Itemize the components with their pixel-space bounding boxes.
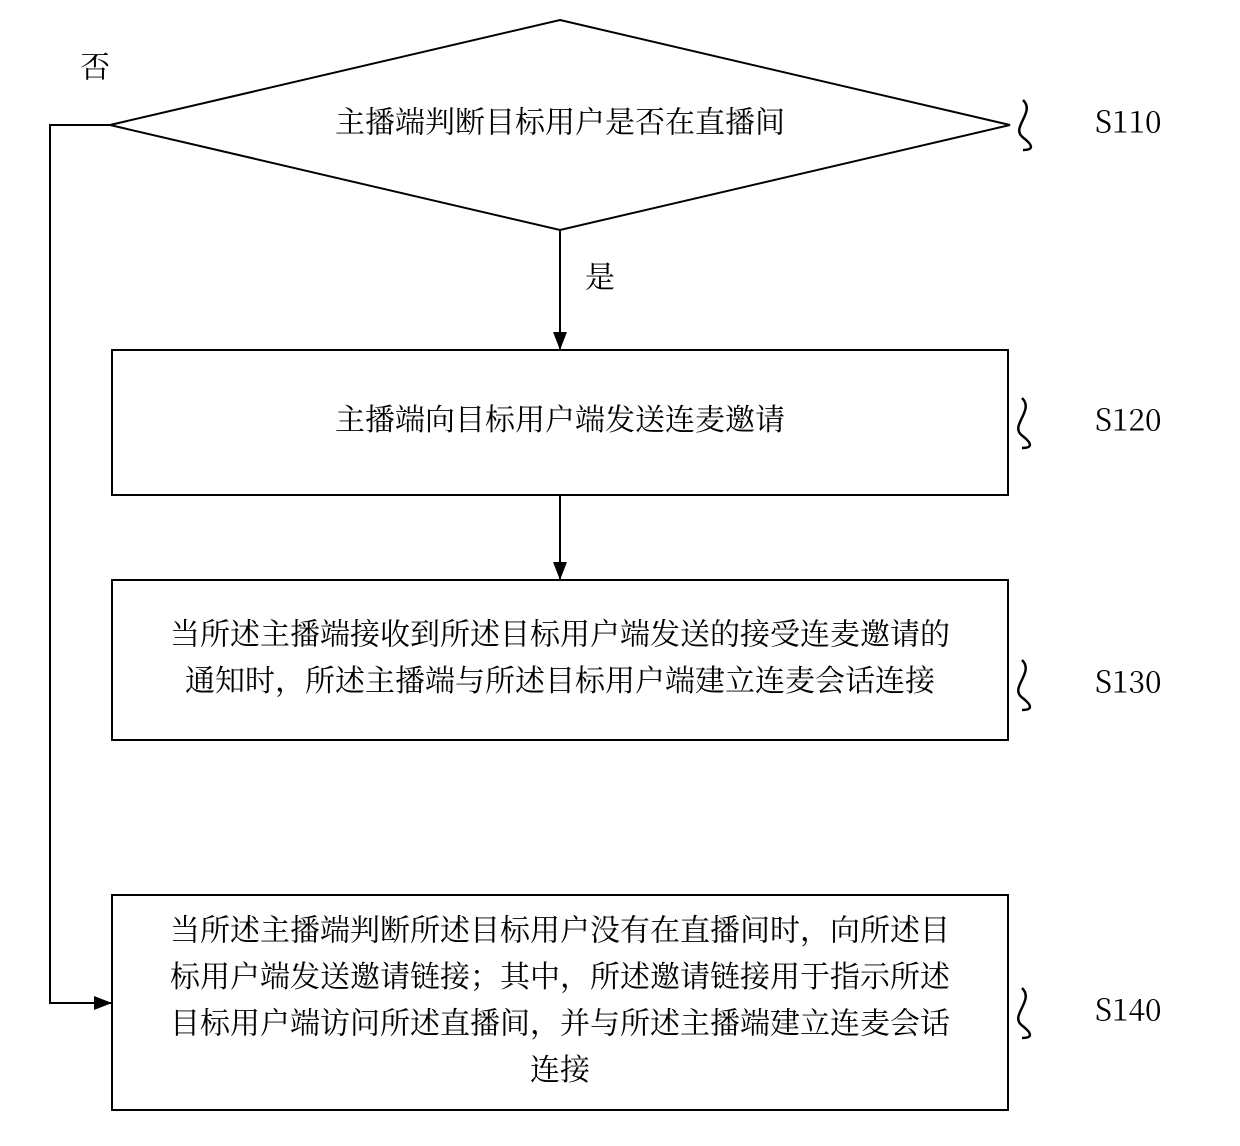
step3-line-1: 通知时，所述主播端与所述目标用户端建立连麦会话连接 [185, 656, 936, 700]
decision-step-label: S110 [1095, 98, 1162, 142]
step4-line-0: 当所述主播端判断所述目标用户没有在直播间时，向所述目 [170, 905, 950, 949]
edge-2-label: 否 [80, 43, 110, 87]
step4-step-label: S140 [1095, 986, 1162, 1030]
step2: 主播端向目标用户端发送连麦邀请 [112, 350, 1008, 495]
step4-line-3: 连接 [530, 1045, 591, 1089]
step2-step-label: S120 [1095, 396, 1162, 440]
step3-step-label: S130 [1095, 658, 1162, 702]
step2-line-0: 主播端向目标用户端发送连麦邀请 [335, 395, 785, 439]
step4: 当所述主播端判断所述目标用户没有在直播间时，向所述目标用户端发送邀请链接；其中，… [112, 895, 1008, 1110]
step3-line-0: 当所述主播端接收到所述目标用户端发送的接受连麦邀请的 [170, 609, 950, 653]
edge-2 [50, 125, 112, 1003]
decision: 主播端判断目标用户是否在直播间 [110, 20, 1010, 230]
step3: 当所述主播端接收到所述目标用户端发送的接受连麦邀请的通知时，所述主播端与所述目标… [112, 580, 1008, 740]
decision-text: 主播端判断目标用户是否在直播间 [335, 98, 785, 142]
edge-0-label: 是 [585, 253, 615, 297]
step4-line-2: 目标用户端访问所述直播间，并与所述主播端建立连麦会话 [170, 998, 950, 1042]
step4-line-1: 标用户端发送邀请链接；其中，所述邀请链接用于指示所述 [170, 952, 950, 996]
